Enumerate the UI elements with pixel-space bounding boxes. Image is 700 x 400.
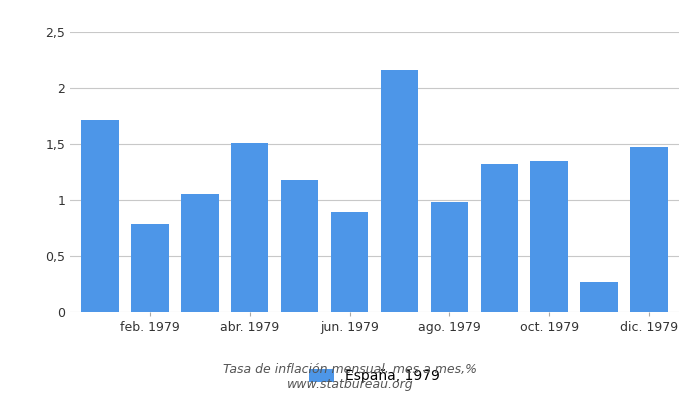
Bar — [531, 161, 568, 312]
Legend: España, 1979: España, 1979 — [309, 369, 440, 383]
Bar — [281, 180, 318, 312]
Bar — [481, 164, 518, 312]
Bar — [81, 120, 119, 312]
Bar — [630, 147, 668, 312]
Bar — [131, 224, 169, 312]
Bar — [580, 282, 618, 312]
Bar — [430, 202, 468, 312]
Text: www.statbureau.org: www.statbureau.org — [287, 378, 413, 391]
Bar — [181, 194, 218, 312]
Text: Tasa de inflación mensual, mes a mes,%: Tasa de inflación mensual, mes a mes,% — [223, 364, 477, 376]
Bar — [381, 70, 418, 312]
Bar — [331, 212, 368, 312]
Bar — [231, 143, 268, 312]
